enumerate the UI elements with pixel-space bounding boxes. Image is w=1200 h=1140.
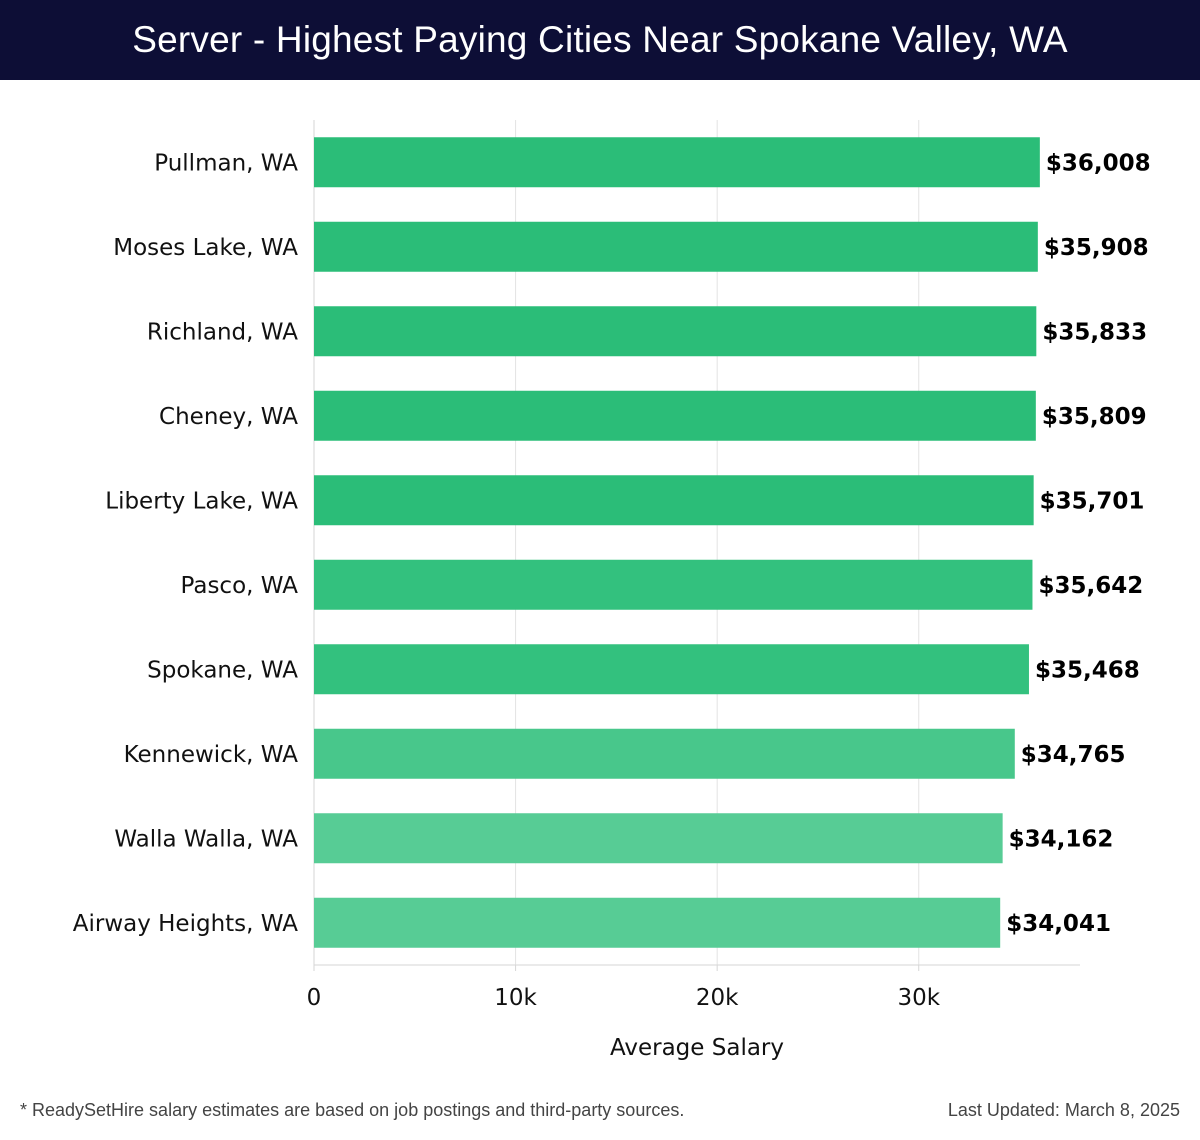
bar xyxy=(314,137,1040,188)
chart-title: Server - Highest Paying Cities Near Spok… xyxy=(132,19,1068,60)
category-label: Pasco, WA xyxy=(181,573,299,599)
bar xyxy=(314,559,1033,610)
x-axis-title: Average Salary xyxy=(610,1035,784,1061)
value-label: $35,468 xyxy=(1035,657,1140,683)
value-label: $35,809 xyxy=(1042,404,1147,430)
value-label: $35,908 xyxy=(1044,235,1149,261)
last-updated: Last Updated: March 8, 2025 xyxy=(947,1100,1180,1120)
x-tick-label: 0 xyxy=(307,985,322,1011)
bar xyxy=(314,813,1003,864)
category-label: Cheney, WA xyxy=(159,404,298,430)
value-label: $34,765 xyxy=(1021,742,1126,768)
source-note: * ReadySetHire salary estimates are base… xyxy=(20,1100,685,1120)
category-label: Walla Walla, WA xyxy=(114,826,298,852)
x-tick-label: 30k xyxy=(897,985,940,1011)
x-tick-label: 10k xyxy=(494,985,537,1011)
category-label: Spokane, WA xyxy=(147,657,298,683)
value-label: $35,701 xyxy=(1040,488,1145,514)
bar xyxy=(314,897,1001,948)
category-label: Kennewick, WA xyxy=(124,742,299,768)
category-label: Liberty Lake, WA xyxy=(105,488,298,514)
category-label: Pullman, WA xyxy=(154,150,298,176)
bar-chart: Pullman, WA $36,008 Moses Lake, WA $35,908 R… xyxy=(73,120,1151,1061)
category-label: Airway Heights, WA xyxy=(73,911,299,937)
bar xyxy=(314,728,1015,779)
bar xyxy=(314,221,1038,272)
value-label: $35,833 xyxy=(1042,319,1147,345)
value-label: $34,162 xyxy=(1009,826,1114,852)
bar xyxy=(314,306,1037,357)
value-label: $36,008 xyxy=(1046,150,1151,176)
value-label: $35,642 xyxy=(1038,573,1143,599)
x-tick-label: 20k xyxy=(696,985,739,1011)
category-label: Richland, WA xyxy=(147,319,298,345)
category-label: Moses Lake, WA xyxy=(113,235,298,261)
bar xyxy=(314,475,1034,526)
bar xyxy=(314,644,1029,695)
title-bar: Server - Highest Paying Cities Near Spok… xyxy=(0,0,1200,80)
value-label: $34,041 xyxy=(1006,911,1111,937)
bar xyxy=(314,390,1036,441)
